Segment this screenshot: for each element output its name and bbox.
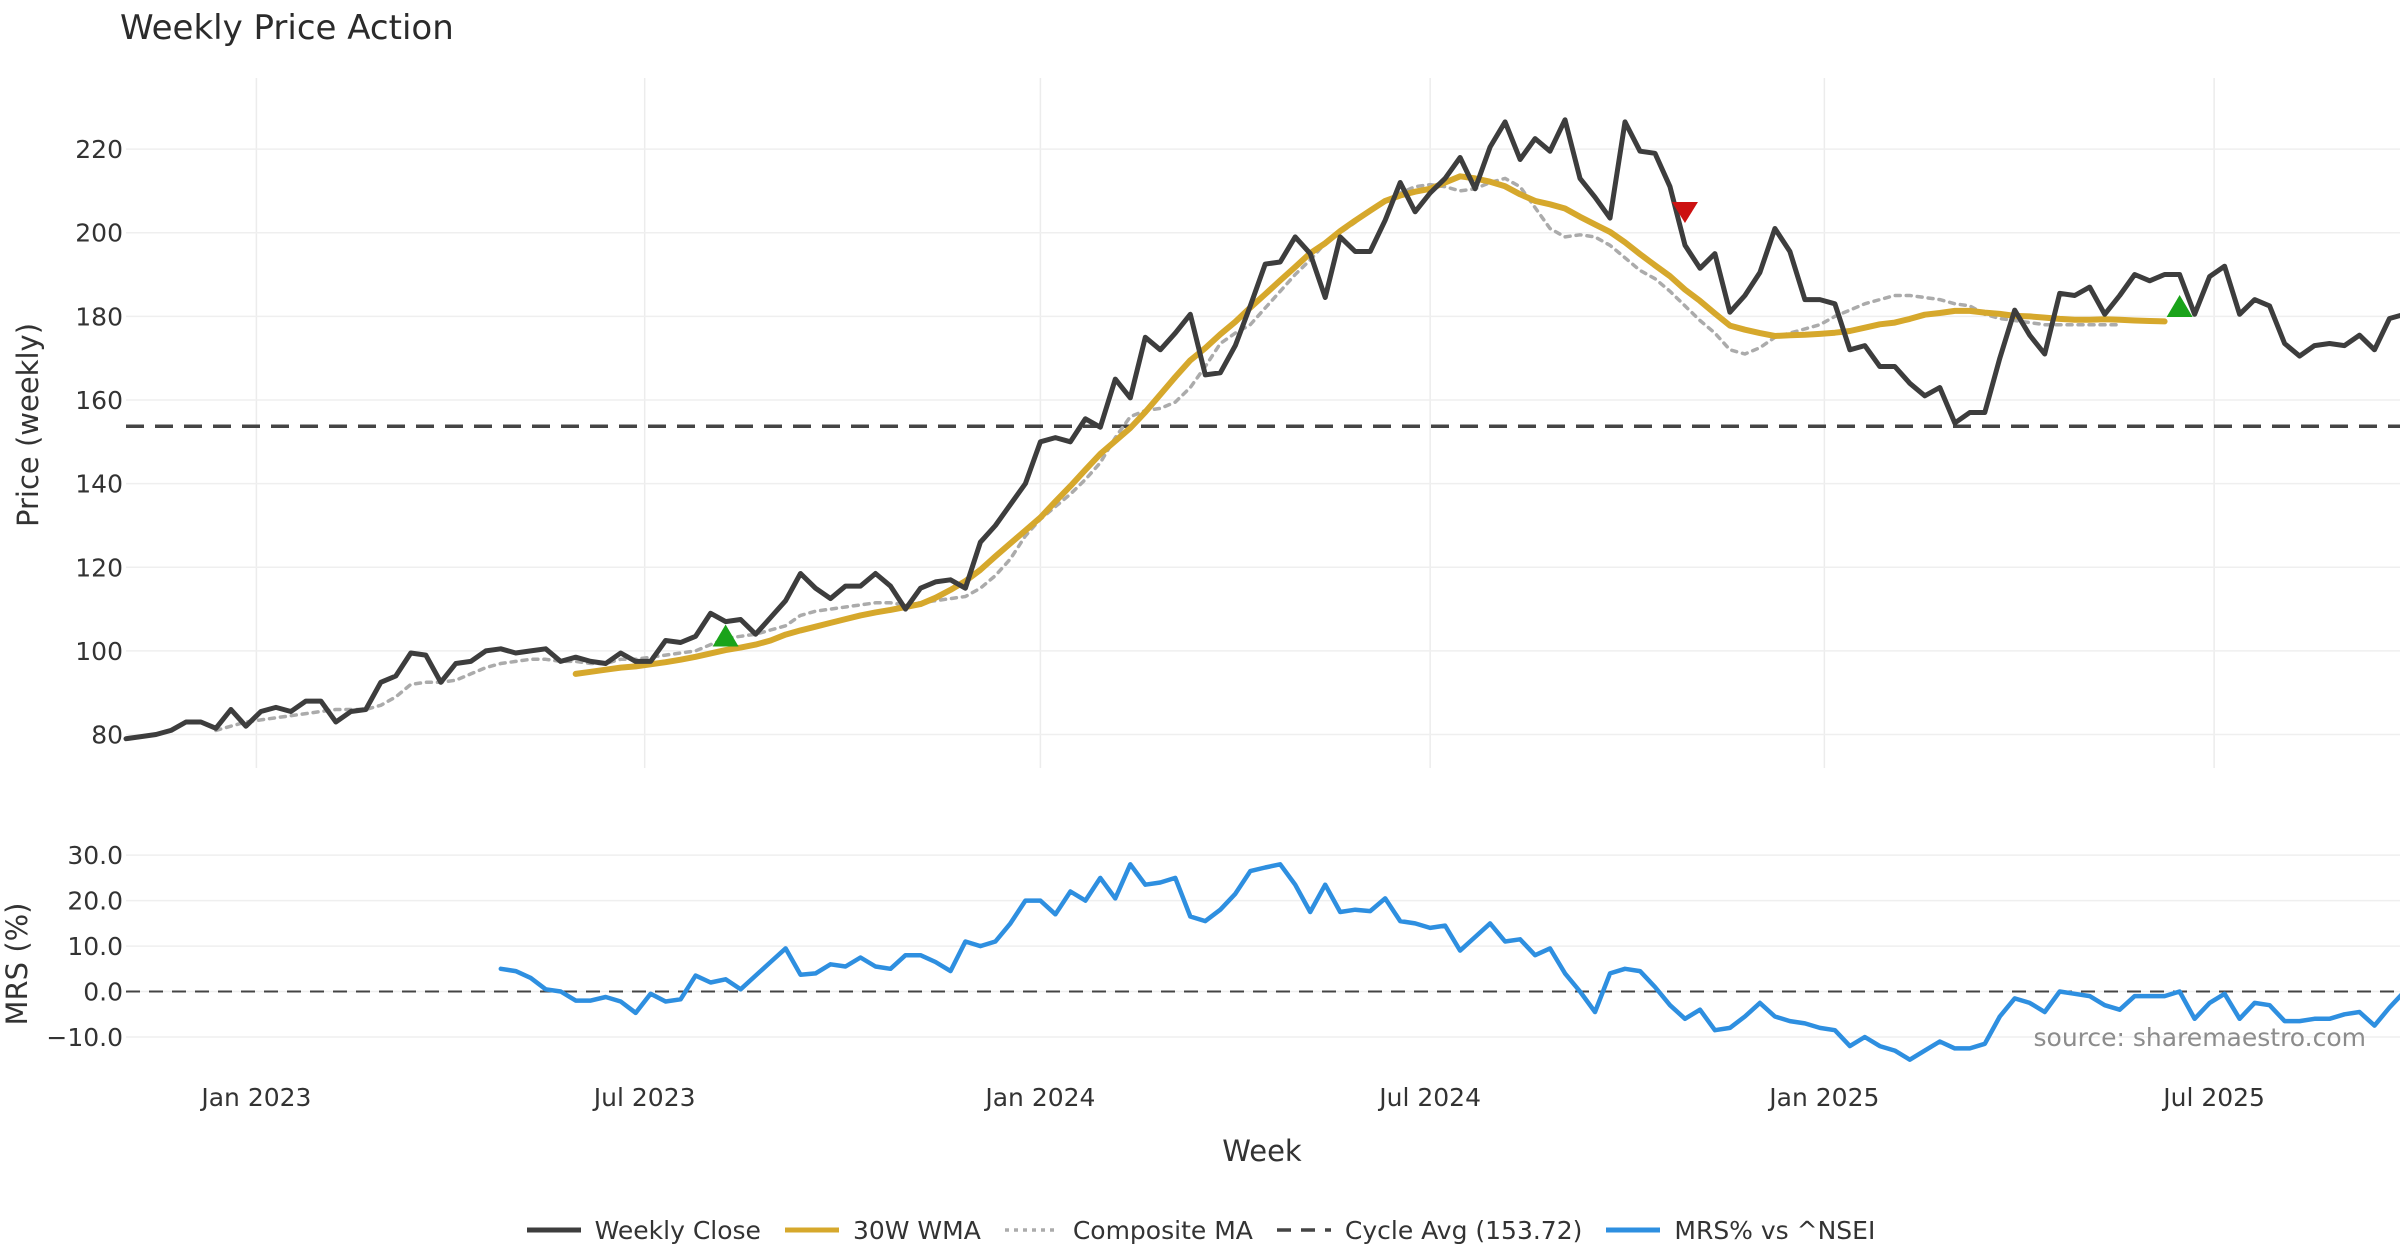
signal-markers	[712, 201, 2193, 647]
price-series	[123, 117, 2400, 742]
legend-swatch	[526, 1227, 581, 1233]
x-tick-label: Jan 2023	[199, 1083, 311, 1112]
mrs-series	[126, 862, 2400, 1062]
legend-swatch	[1606, 1227, 1661, 1233]
x-tick-label: Jul 2024	[1377, 1083, 1481, 1112]
sell-signal-marker	[1671, 201, 1698, 223]
mrs-y-tick-label: −10.0	[46, 1023, 123, 1052]
mrs-grid	[126, 854, 2400, 1038]
mrs-panel: 30.0 20.0 10.0 0.0 −10.0 MRS (%) source: sha…	[0, 841, 2400, 1062]
x-tick-label: Jan 2024	[983, 1083, 1095, 1112]
legend-item: MRS% vs ^NSEI	[1604, 1216, 1875, 1245]
x-tick-label: Jan 2025	[1767, 1083, 1879, 1112]
legend-label: Weekly Close	[594, 1215, 761, 1245]
price-grid	[126, 78, 2400, 768]
weekly-close-line	[123, 117, 2400, 742]
legend-swatch	[1004, 1228, 1059, 1232]
composite-ma-line	[214, 176, 2122, 733]
wma30-line	[572, 173, 2168, 677]
legend-label: Composite MA	[1072, 1215, 1253, 1245]
price-y-tick-label: 180	[75, 302, 123, 331]
legend-item: Weekly Close	[525, 1216, 761, 1245]
x-axis-label: Week	[1222, 1134, 1302, 1168]
mrs-line	[498, 862, 2400, 1062]
legend-swatch	[784, 1227, 839, 1233]
price-y-ticks: 80 100 120 140 160 180 200 220	[75, 135, 123, 749]
mrs-y-axis-label: MRS (%)	[0, 903, 34, 1026]
mrs-y-tick-label: 30.0	[67, 841, 123, 870]
price-y-tick-label: 140	[75, 470, 123, 499]
x-tick-label: Jul 2025	[2161, 1083, 2265, 1112]
legend-label: 30W WMA	[852, 1215, 981, 1245]
legend-label: MRS% vs ^NSEI	[1674, 1215, 1876, 1245]
source-text: source: sharemaestro.com	[2034, 1023, 2367, 1052]
buy-signal-marker	[2166, 295, 2193, 317]
chart-title: Weekly Price Action	[120, 8, 454, 48]
mrs-y-ticks: 30.0 20.0 10.0 0.0 −10.0	[46, 841, 123, 1052]
price-panel: 80 100 120 140 160 180 200 220 Price (weekly)	[11, 78, 2400, 768]
price-y-tick-label: 200	[75, 219, 123, 248]
x-tick-label: Jul 2023	[592, 1083, 696, 1112]
x-axis-ticks: Jan 2023 Jul 2023 Jan 2024 Jul 2024 Jan 2025…	[199, 1083, 2265, 1112]
price-y-tick-label: 220	[75, 135, 123, 164]
legend: Weekly Close 30W WMA Composite MA Cycle Avg…	[0, 1212, 2400, 1248]
legend-label: Cycle Avg (153.72)	[1344, 1215, 1583, 1245]
price-y-tick-label: 120	[75, 553, 123, 582]
price-y-tick-label: 160	[75, 386, 123, 415]
legend-swatch	[1276, 1228, 1331, 1232]
legend-item: Composite MA	[1003, 1216, 1253, 1245]
price-y-tick-label: 100	[75, 637, 123, 666]
price-y-tick-label: 80	[91, 721, 123, 750]
mrs-y-tick-label: 20.0	[67, 887, 123, 916]
mrs-y-tick-label: 0.0	[83, 978, 123, 1007]
price-y-axis-label: Price (weekly)	[11, 323, 45, 527]
legend-item: Cycle Avg (153.72)	[1275, 1215, 1583, 1245]
buy-signal-marker	[712, 624, 739, 647]
mrs-y-tick-label: 10.0	[67, 932, 123, 961]
legend-item: 30W WMA	[783, 1216, 981, 1245]
